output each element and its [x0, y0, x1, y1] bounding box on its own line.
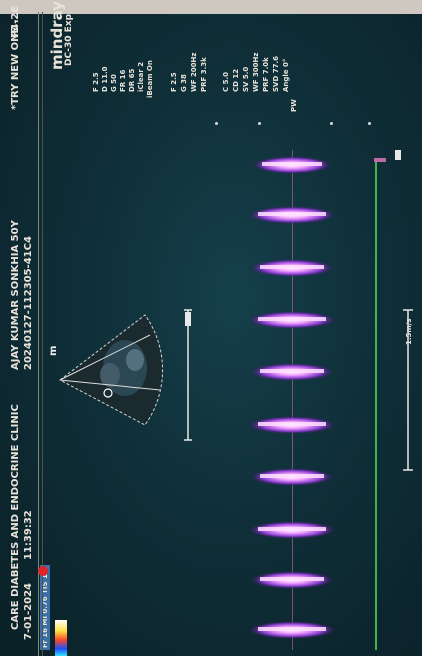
param-14: SV 5.0	[242, 66, 250, 92]
param-18: Angle 0°	[282, 58, 290, 92]
record-indicator	[38, 566, 48, 576]
scale-tick	[258, 122, 261, 125]
param-9: G 38	[180, 74, 188, 92]
param-7: iBeam On	[146, 60, 154, 98]
device-model: DC-30 Exp	[64, 13, 74, 66]
header-divider	[38, 12, 39, 656]
spectrum-label: PW	[290, 99, 298, 112]
param-8: F 2.5	[170, 72, 178, 92]
param-16: PRF 7.0k	[262, 57, 270, 92]
param-5: DR 65	[128, 68, 136, 92]
param-3: G 50	[110, 74, 118, 92]
ecg-trace	[375, 160, 377, 650]
param-4: FR 16	[119, 69, 127, 92]
doppler-spectrum	[248, 156, 336, 639]
param-15: WF 300Hz	[252, 52, 260, 92]
exam-time: 11:39:32	[23, 510, 34, 560]
scale-tick	[215, 122, 218, 125]
param-11: PRF 3.3k	[200, 57, 208, 92]
color-scale-bar	[55, 620, 67, 656]
patient-name: AJAY KUMAR SONKHIA 50Y	[10, 220, 21, 370]
velocity-scale	[403, 309, 413, 471]
param-17: SVD 77.6	[272, 56, 280, 92]
param-10: WF 200Hz	[190, 52, 198, 92]
header-divider-2	[42, 12, 43, 656]
scale-marker	[395, 150, 401, 160]
scale-tick	[368, 122, 371, 125]
param-6: iClear 2	[137, 61, 145, 92]
ecg-marker	[374, 158, 386, 162]
param-13: CD 12	[232, 68, 240, 92]
svg-text:m: m	[50, 346, 59, 356]
patient-id: 20240127-112305-41C4	[23, 236, 34, 370]
echo-sector-thumbnail: m	[50, 314, 163, 426]
monitor-bezel	[0, 0, 422, 14]
param-12: C 5.0	[222, 72, 230, 92]
doppler-baseline	[292, 150, 293, 650]
velocity-scale-label: 1.5m/s	[405, 318, 413, 345]
clinic-name: CARE DIABETES AND ENDOCRINE CLINIC	[10, 404, 21, 630]
scale-tick	[330, 122, 333, 125]
param-2: D 11.0	[101, 66, 109, 92]
exam-date: 7-01-2024	[23, 582, 34, 640]
probe-label: P4-2E	[10, 5, 21, 38]
depth-ruler	[184, 309, 192, 441]
param-1: F 2.5	[92, 72, 100, 92]
